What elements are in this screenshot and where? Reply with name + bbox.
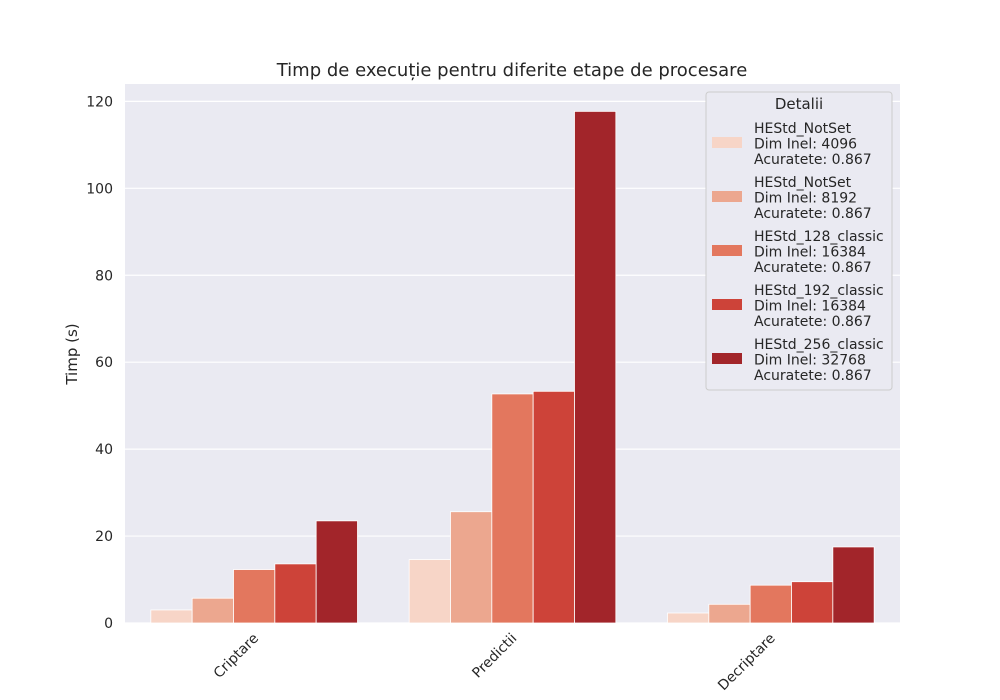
legend-label: HEStd_NotSet Dim Inel: 4096 Acuratete: 0.8… xyxy=(754,121,872,168)
legend-swatch xyxy=(712,191,742,202)
bar xyxy=(749,584,792,624)
bar xyxy=(315,520,358,624)
bar xyxy=(574,110,617,624)
y-tick-label: 40 xyxy=(95,442,113,458)
y-tick-label: 60 xyxy=(95,355,113,371)
y-axis-label: Timp (s) xyxy=(63,323,81,385)
bar xyxy=(274,563,317,624)
bars xyxy=(150,110,875,624)
legend-swatch xyxy=(712,299,742,310)
y-tick-label: 0 xyxy=(104,616,113,632)
x-tick-label: Criptare xyxy=(211,631,262,682)
legend-label: HEStd_128_classic Dim Inel: 16384 Acuratet… xyxy=(754,229,884,276)
legend-label: HEStd_NotSet Dim Inel: 8192 Acuratete: 0.8… xyxy=(754,175,872,222)
y-tick-label: 80 xyxy=(95,268,113,284)
legend-label: HEStd_192_classic Dim Inel: 16384 Acuratet… xyxy=(754,283,884,330)
bar xyxy=(450,511,493,624)
legend-swatch xyxy=(712,245,742,256)
y-tick-label: 100 xyxy=(86,181,113,197)
bar xyxy=(233,569,276,624)
legend-label: HEStd_256_classic Dim Inel: 32768 Acuratet… xyxy=(754,337,884,384)
legend: Detalii HEStd_NotSet Dim Inel: 4096 Acurat… xyxy=(705,91,893,391)
y-ticks: 0 20 40 60 80 100 120 xyxy=(86,94,113,632)
chart-title: Timp de execuție pentru diferite etape d… xyxy=(276,60,748,81)
y-tick-label: 20 xyxy=(95,529,113,545)
x-ticks: Criptare Predictii Decriptare xyxy=(211,631,779,694)
bar xyxy=(708,603,751,624)
bar xyxy=(532,390,575,624)
legend-swatch xyxy=(712,353,742,364)
bar xyxy=(191,597,234,624)
x-tick-label: Decriptare xyxy=(715,631,778,694)
bar xyxy=(491,393,534,624)
bar xyxy=(832,546,875,624)
bar xyxy=(791,581,834,624)
x-tick-label: Predictii xyxy=(469,631,520,682)
bar xyxy=(408,559,451,624)
bar xyxy=(150,609,193,624)
bar xyxy=(667,612,710,624)
legend-title: Detalii xyxy=(775,95,823,113)
legend-swatch xyxy=(712,137,742,148)
legend-box xyxy=(705,91,893,391)
y-tick-label: 120 xyxy=(86,94,113,110)
